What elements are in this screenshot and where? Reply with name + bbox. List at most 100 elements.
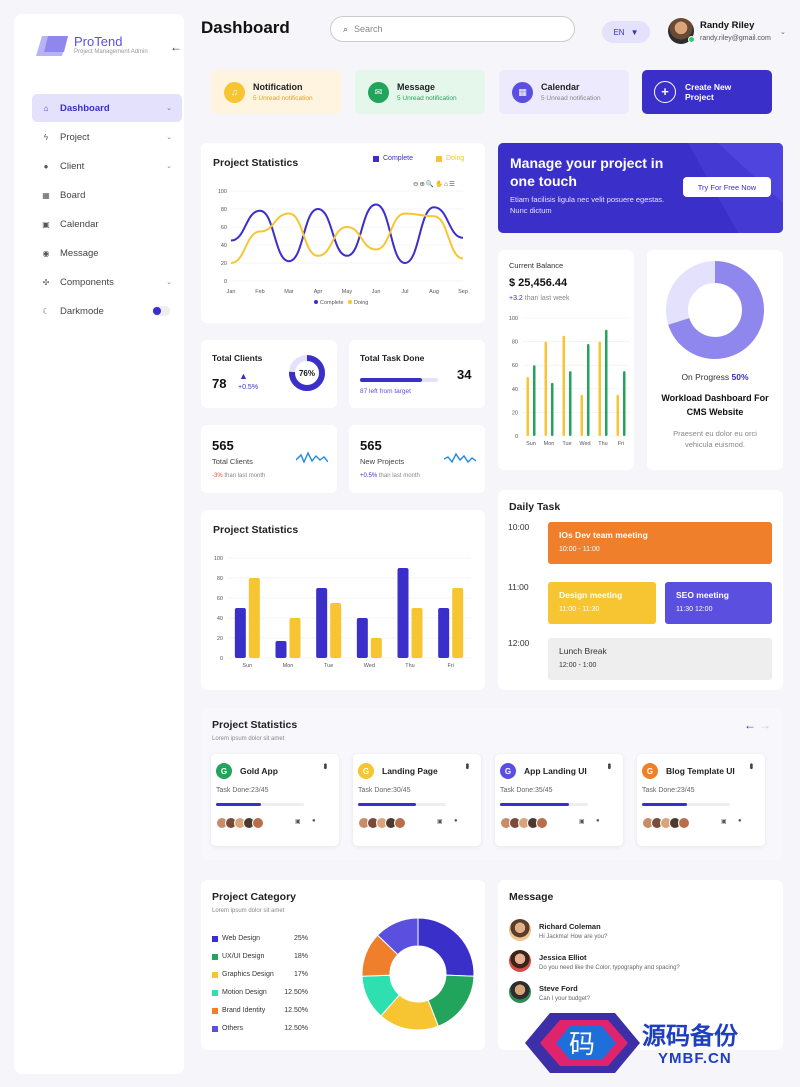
series-line-complete xyxy=(230,203,464,265)
category-label: Others xyxy=(222,1025,244,1032)
bar-fri-0 xyxy=(438,608,450,658)
prev-arrow-icon[interactable]: ← xyxy=(744,718,756,732)
calendar-icon[interactable]: ▣ xyxy=(721,819,727,825)
x-tick-label: Fri xyxy=(447,663,453,669)
category-swatch xyxy=(212,953,218,960)
sidebar-item-project[interactable]: ϟ Project ⌄ xyxy=(32,123,182,151)
sidebar-item-dashboard[interactable]: ⌂ Dashboard ⌄ xyxy=(32,94,182,122)
caret-down-icon: ▼ xyxy=(630,27,639,37)
category-swatch xyxy=(212,989,218,996)
language-select[interactable]: EN ▼ xyxy=(602,21,650,43)
projects-title: Project Statistics xyxy=(212,719,298,731)
darkmode-toggle[interactable] xyxy=(152,306,170,316)
y-tick-label: 40 xyxy=(217,616,223,622)
sidebar-item-client[interactable]: ● Client ⌄ xyxy=(32,152,182,180)
clients-donut xyxy=(289,355,325,391)
notif-card-notification[interactable]: ♫ Notification 5 Unread notification xyxy=(211,70,341,114)
more-vertical-icon[interactable]: ••• xyxy=(461,763,472,768)
project-progress-bar xyxy=(642,803,730,806)
category-label: UX/UI Design xyxy=(222,953,265,960)
mini-stat-note: +0.5% than last month xyxy=(360,473,420,479)
category-value: 17% xyxy=(293,971,308,978)
bar-chart-title: Project Statistics xyxy=(213,524,299,536)
x-tick-label: Tue xyxy=(562,441,571,447)
dot-icon[interactable]: ● xyxy=(738,818,742,824)
bar-fri-1 xyxy=(623,371,626,436)
try-free-button[interactable]: Try For Free Now xyxy=(683,177,771,197)
dot-icon[interactable]: ● xyxy=(312,818,316,824)
project-badge: G xyxy=(500,763,516,779)
project-progress-bar xyxy=(358,803,446,806)
sidebar-item-board[interactable]: ▦ Board xyxy=(32,181,182,209)
search-input[interactable]: ⌕ Search xyxy=(330,16,575,42)
category-item: Others 12.50% xyxy=(212,1025,308,1032)
sidebar-item-calendar[interactable]: ▣ Calendar xyxy=(32,210,182,238)
chart-toolbar[interactable]: ⊖⊕🔍✋⌂☰ xyxy=(413,181,456,188)
member-avatar xyxy=(678,817,690,829)
chevron-down-icon: ⌄ xyxy=(166,105,172,112)
member-avatars xyxy=(500,817,548,829)
collapse-sidebar-icon[interactable]: ← xyxy=(170,40,182,54)
balance-delta: +3.2 than last week xyxy=(509,295,570,302)
task-seo-meeting[interactable]: SEO meeting 11:30 12:00 xyxy=(665,582,772,624)
task-time: 11:30 12:00 xyxy=(676,606,713,613)
y-tick-label: 100 xyxy=(214,556,223,562)
calendar-icon[interactable]: ▣ xyxy=(295,819,301,825)
more-vertical-icon[interactable]: ••• xyxy=(603,763,614,768)
page-title: Dashboard xyxy=(201,18,290,37)
y-tick-label: 80 xyxy=(217,576,223,582)
sidebar-item-label: Calendar xyxy=(60,218,99,230)
calendar-icon[interactable]: ▣ xyxy=(579,819,585,825)
user-name: Randy Riley xyxy=(700,20,755,31)
sidebar-item-label: Darkmode xyxy=(60,305,104,317)
notif-card-calendar[interactable]: ▦ Calendar 5 Unread notification xyxy=(499,70,629,114)
dot-icon[interactable]: ● xyxy=(596,818,600,824)
sidebar-item-message[interactable]: ◉ Message xyxy=(32,239,182,267)
create-project-button[interactable]: + Create New Project xyxy=(642,70,772,114)
task-design-meeting[interactable]: Design meeting 11:00 - 11:30 xyxy=(548,582,656,624)
total-clients-title: Total Clients xyxy=(212,353,263,363)
project-card[interactable]: G App Landing UI ••• Task Done:35/45 ▣ ● xyxy=(495,754,623,846)
notif-card-message[interactable]: ✉ Message 5 Unread notification xyxy=(355,70,485,114)
project-card[interactable]: G Landing Page ••• Task Done:30/45 ▣ ● xyxy=(353,754,481,846)
sidebar-item-components[interactable]: ✣ Components ⌄ xyxy=(32,268,182,296)
progress-label: On Progress 50% xyxy=(647,372,783,382)
dot-icon[interactable]: ● xyxy=(454,818,458,824)
total-task-value: 34 xyxy=(457,367,472,382)
create-label-2: Project xyxy=(685,92,714,102)
chevron-down-icon: ⌄ xyxy=(166,163,172,170)
more-vertical-icon[interactable]: ••• xyxy=(319,763,330,768)
bar-mon-0 xyxy=(544,341,547,436)
category-swatch xyxy=(212,1007,218,1014)
bar-fri-1 xyxy=(452,588,464,658)
more-vertical-icon[interactable]: ••• xyxy=(745,763,756,768)
x-tick-label: Fri xyxy=(618,441,624,447)
y-tick-label: 100 xyxy=(218,189,227,195)
task-lunch-break[interactable]: Lunch Break 12:00 - 1:00 xyxy=(548,638,772,680)
sidebar-item-label: Dashboard xyxy=(60,102,110,114)
x-tick-label: Wed xyxy=(579,441,590,447)
promo-heading: Manage your project in one touch xyxy=(510,155,664,189)
chat-icon: ✉ xyxy=(368,81,389,103)
calendar-icon[interactable]: ▣ xyxy=(437,819,443,825)
project-card[interactable]: G Gold App ••• Task Done:23/45 ▣ ● xyxy=(211,754,339,846)
bar-sun-0 xyxy=(234,608,246,658)
bolt-icon: ϟ xyxy=(43,132,49,142)
project-name: App Landing UI xyxy=(524,766,587,776)
x-tick-label: Mon xyxy=(544,441,555,447)
total-clients-change: +0.5% xyxy=(238,384,259,391)
legend-dot xyxy=(348,300,352,304)
y-tick-label: 60 xyxy=(217,596,223,602)
mini-stat-value: 565 xyxy=(360,438,382,453)
sparkline-clients xyxy=(296,451,328,464)
task-ios-dev-meeting[interactable]: IOs Dev team meeting 10:00 - 11:00 xyxy=(548,522,772,564)
project-card[interactable]: G Blog Template UI ••• Task Done:23/45 ▣… xyxy=(637,754,765,846)
user-menu-chevron-icon[interactable]: ⌄ xyxy=(780,29,786,36)
task-title: Lunch Break xyxy=(559,646,607,656)
next-arrow-icon[interactable]: → xyxy=(759,718,771,732)
notif-title: Calendar xyxy=(541,82,580,92)
project-task-done: Task Done:30/45 xyxy=(358,787,411,794)
sidebar-item-darkmode[interactable]: ☾ Darkmode xyxy=(32,297,182,325)
x-tick-label: Aug xyxy=(429,289,439,295)
member-avatars xyxy=(642,817,690,829)
